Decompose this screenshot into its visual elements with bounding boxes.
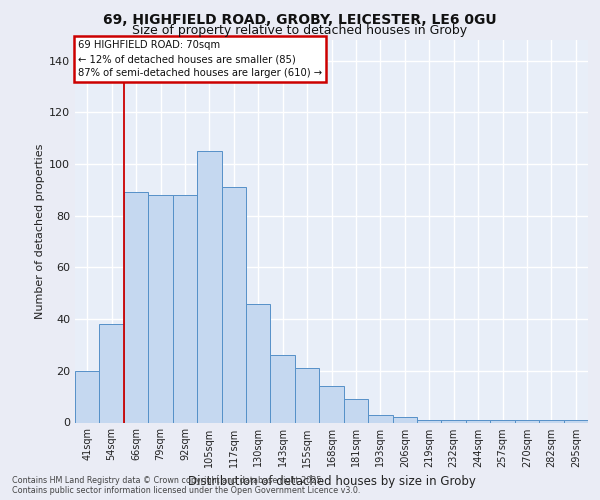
- Bar: [246, 304, 271, 422]
- Text: 69, HIGHFIELD ROAD, GROBY, LEICESTER, LE6 0GU: 69, HIGHFIELD ROAD, GROBY, LEICESTER, LE…: [103, 12, 497, 26]
- Bar: [319, 386, 344, 422]
- Bar: [295, 368, 319, 422]
- Bar: [197, 151, 221, 422]
- Text: Contains public sector information licensed under the Open Government Licence v3: Contains public sector information licen…: [12, 486, 361, 495]
- Bar: [515, 420, 539, 422]
- Bar: [100, 324, 124, 422]
- Bar: [271, 356, 295, 422]
- Bar: [221, 188, 246, 422]
- Bar: [75, 371, 100, 422]
- Bar: [368, 414, 392, 422]
- Bar: [417, 420, 442, 422]
- X-axis label: Distribution of detached houses by size in Groby: Distribution of detached houses by size …: [188, 475, 475, 488]
- Y-axis label: Number of detached properties: Number of detached properties: [35, 144, 45, 319]
- Bar: [442, 420, 466, 422]
- Bar: [563, 420, 588, 422]
- Bar: [173, 195, 197, 422]
- Bar: [344, 399, 368, 422]
- Text: Contains HM Land Registry data © Crown copyright and database right 2025.: Contains HM Land Registry data © Crown c…: [12, 476, 324, 485]
- Bar: [539, 420, 563, 422]
- Bar: [490, 420, 515, 422]
- Bar: [466, 420, 490, 422]
- Text: 69 HIGHFIELD ROAD: 70sqm
← 12% of detached houses are smaller (85)
87% of semi-d: 69 HIGHFIELD ROAD: 70sqm ← 12% of detach…: [77, 40, 322, 78]
- Bar: [392, 418, 417, 422]
- Bar: [148, 195, 173, 422]
- Text: Size of property relative to detached houses in Groby: Size of property relative to detached ho…: [133, 24, 467, 37]
- Bar: [124, 192, 148, 422]
